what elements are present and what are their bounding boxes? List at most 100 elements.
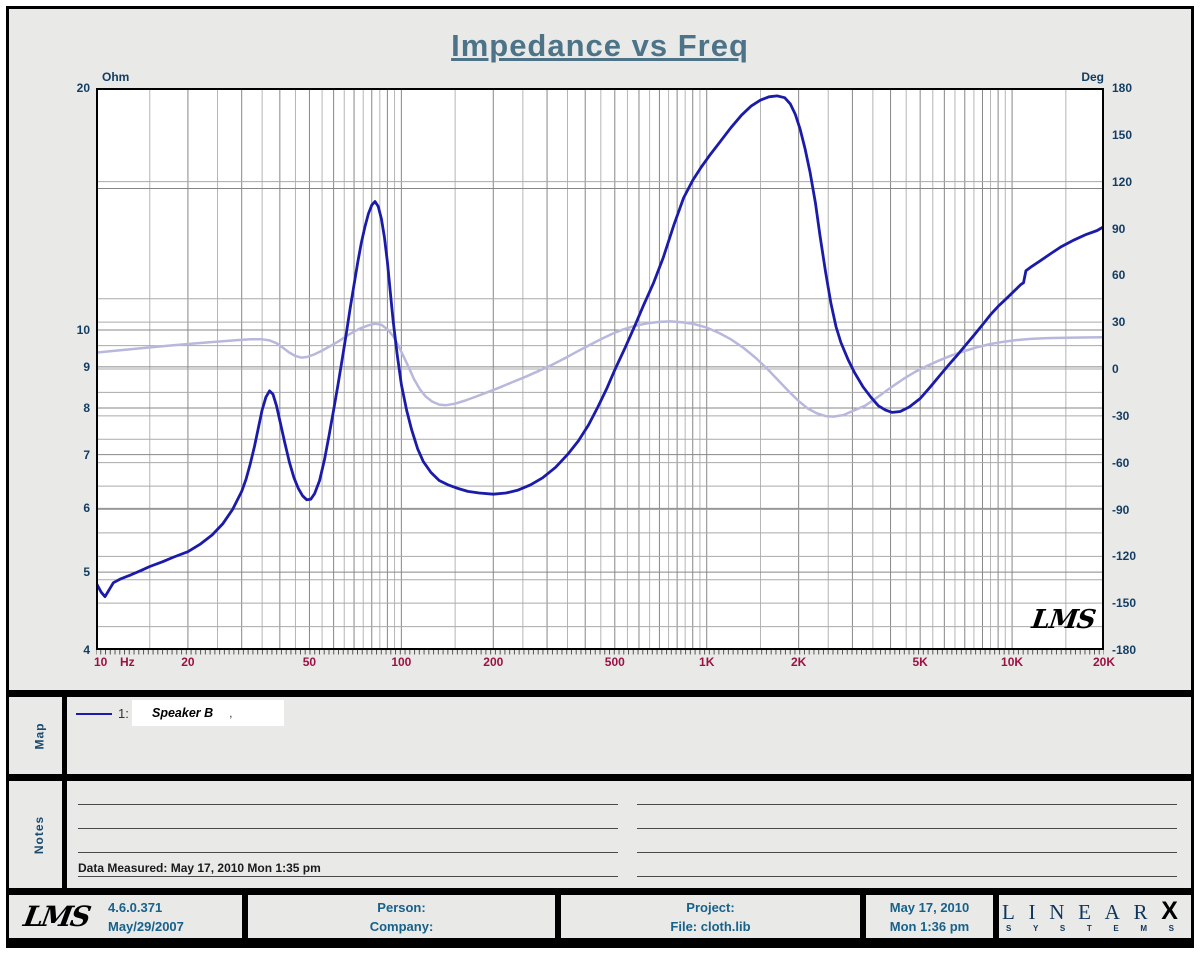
lms-logo: LMS <box>21 900 92 933</box>
footer-version-cell: 4.6.0.371 May/29/2007 <box>108 895 238 938</box>
left-axis-unit: Ohm <box>102 70 130 84</box>
divider-bar <box>9 774 1191 781</box>
note-rule <box>78 804 618 805</box>
data-measured-text: Data Measured: May 17, 2010 Mon 1:35 pm <box>78 861 321 875</box>
person-label: Person: <box>377 899 426 915</box>
freq-tick-label: 200 <box>483 655 504 669</box>
notes-panel-label-text: Notes <box>32 815 46 854</box>
deg-tick-label: -120 <box>1112 549 1137 564</box>
legend-curve-suffix: , <box>229 706 233 720</box>
note-rule <box>78 876 618 877</box>
footer-project-cell: Project: File: cloth.lib <box>561 895 860 938</box>
deg-tick-label: 60 <box>1112 268 1126 283</box>
impedance-phase-plot <box>96 88 1104 655</box>
linearx-systems-letter: E <box>1113 924 1119 933</box>
linearx-systems-letter: S <box>1168 924 1174 933</box>
linearx-letter: R <box>1133 900 1148 924</box>
linearx-systems-letter: T <box>1086 924 1092 933</box>
ohm-tick-label: 5 <box>83 565 90 580</box>
linearx-systems-letter: S <box>1059 924 1066 933</box>
linearx-systems-letter: S <box>1006 924 1012 933</box>
linearx-letter: L <box>1002 900 1015 924</box>
divider-bar <box>9 690 1191 697</box>
deg-tick-label: -90 <box>1112 502 1130 517</box>
note-rule <box>637 804 1177 805</box>
footer-lms-logo-cell: LMS <box>21 895 104 938</box>
report-date: May 17, 2010 <box>889 899 970 915</box>
deg-tick-label: -30 <box>1112 408 1130 423</box>
ohm-tick-label: 8 <box>83 400 90 415</box>
freq-tick-label: 50 <box>302 655 317 669</box>
impedance-curve <box>96 94 1104 599</box>
deg-tick-label: 180 <box>1112 81 1133 95</box>
report-frame: Impedance vs Freq Ohm Deg 20 10 9 8 7 6 5 4 180 1… <box>6 6 1194 948</box>
software-version: 4.6.0.371 <box>108 899 163 915</box>
footer-divider <box>993 888 999 948</box>
project-label: Project: <box>686 899 735 915</box>
deg-tick-label: 0 <box>1112 362 1119 376</box>
map-panel-label-text: Map <box>32 722 46 749</box>
linearx-letter: I <box>1028 900 1036 924</box>
deg-tick-label: -60 <box>1112 455 1130 470</box>
page-title: Impedance vs Freq <box>451 28 749 63</box>
deg-tick-label: 30 <box>1112 315 1126 330</box>
legend-curve-name: Speaker B <box>152 706 214 720</box>
linearx-letter: A <box>1104 900 1120 924</box>
divider-bar <box>9 888 1191 895</box>
footer-person-cell: Person: Company: <box>248 895 555 938</box>
deg-tick-label: -150 <box>1112 596 1137 611</box>
footer-divider <box>555 888 561 948</box>
freq-tick-label: 10K <box>1001 655 1024 669</box>
notes-panel-label: Notes <box>16 781 62 888</box>
deg-tick-label: 120 <box>1112 174 1133 189</box>
map-panel-label: Map <box>16 697 62 774</box>
company-label: Company: <box>369 918 434 934</box>
ohm-tick-label: 7 <box>83 447 90 462</box>
freq-tick-label: 5K <box>912 655 928 669</box>
legend-name-patch: Speaker B , <box>132 700 284 726</box>
ohm-tick-label: 6 <box>83 501 90 516</box>
footer-divider <box>860 888 866 948</box>
right-axis-unit: Deg <box>1081 70 1104 84</box>
file-label: File: cloth.lib <box>670 918 751 934</box>
phase-curve <box>96 320 1104 418</box>
freq-tick-label: 20 <box>181 655 195 669</box>
freq-tick-label: 500 <box>604 655 625 669</box>
deg-tick-label: -180 <box>1112 643 1137 657</box>
freq-tick-label: 2K <box>790 655 807 669</box>
ohm-tick-label: 10 <box>76 323 90 338</box>
sidebar-divider <box>62 690 67 895</box>
note-rule <box>78 852 618 853</box>
deg-tick-label: 90 <box>1112 221 1126 236</box>
report-time: Mon 1:36 pm <box>889 918 970 934</box>
ohm-tick-label: 20 <box>76 81 90 95</box>
footer-date-cell: May 17, 2010 Mon 1:36 pm <box>866 895 993 938</box>
footer-divider <box>242 888 248 948</box>
ohm-tick-label: 9 <box>83 359 90 374</box>
software-version-date: May/29/2007 <box>108 918 184 934</box>
note-rule <box>637 828 1177 829</box>
note-rule <box>78 828 618 829</box>
lms-plot-watermark: LMS <box>1029 605 1097 635</box>
linearx-systems-letter: Y <box>1032 924 1039 933</box>
freq-tick-label: 10 <box>94 655 108 669</box>
legend-curve-swatch <box>76 713 112 715</box>
plot-border <box>96 88 1104 650</box>
ohm-tick-label: 4 <box>83 643 90 657</box>
deg-tick-label: 150 <box>1112 127 1133 142</box>
linearx-systems-letter: M <box>1140 924 1147 933</box>
linearx-x: X <box>1161 897 1178 925</box>
legend-curve-index: 1: <box>118 706 129 721</box>
freq-axis-unit: Hz <box>120 655 135 669</box>
divider-bar <box>9 938 1191 948</box>
linearx-letter: E <box>1078 900 1091 924</box>
freq-tick-label: 100 <box>391 655 412 669</box>
note-rule <box>637 852 1177 853</box>
note-rule <box>637 876 1177 877</box>
freq-tick-label: 20K <box>1092 655 1115 669</box>
linearx-letter: N <box>1049 900 1065 924</box>
